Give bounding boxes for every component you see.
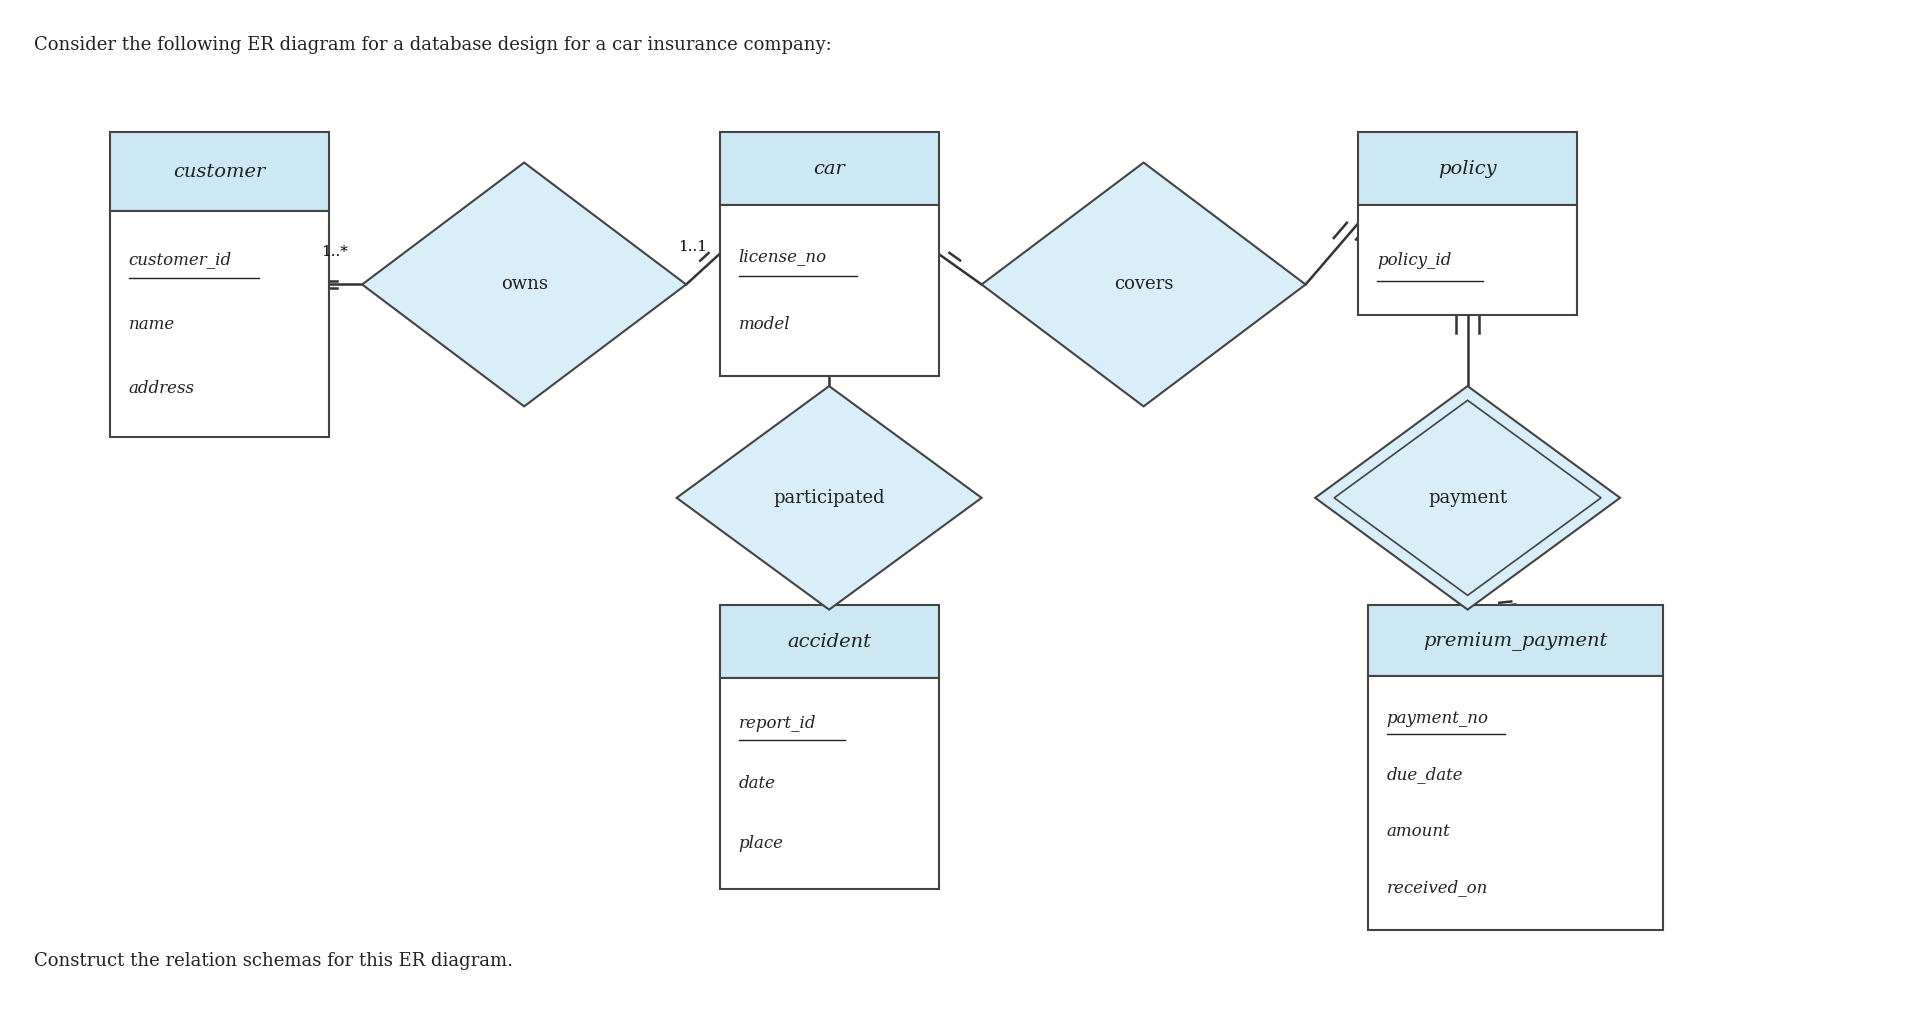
Bar (1356, 205, 1577, 315)
Bar (109, 211, 328, 437)
Bar (1366, 605, 1661, 676)
Bar (718, 132, 937, 205)
Text: participated: participated (773, 489, 884, 507)
Text: car: car (813, 160, 844, 178)
Text: address: address (130, 380, 194, 397)
Text: report_id: report_id (737, 715, 815, 733)
Text: covers: covers (1113, 275, 1173, 294)
Text: premium_payment: premium_payment (1423, 631, 1606, 650)
Text: due_date: due_date (1387, 766, 1463, 783)
Text: payment_no: payment_no (1387, 710, 1488, 726)
Text: amount: amount (1387, 823, 1450, 839)
Bar (718, 205, 937, 376)
Polygon shape (981, 163, 1305, 406)
Polygon shape (1314, 386, 1619, 610)
Text: accident: accident (787, 633, 871, 650)
Text: name: name (130, 316, 175, 332)
Text: date: date (737, 775, 775, 792)
Text: customer_id: customer_id (130, 251, 232, 268)
Text: Consider the following ER diagram for a database design for a car insurance comp: Consider the following ER diagram for a … (34, 36, 832, 54)
Text: 1..1: 1..1 (678, 240, 707, 254)
Text: owns: owns (501, 275, 547, 294)
Polygon shape (676, 386, 981, 610)
Text: payment: payment (1427, 489, 1507, 507)
Bar (718, 605, 937, 679)
Text: place: place (737, 835, 783, 852)
Text: Construct the relation schemas for this ER diagram.: Construct the relation schemas for this … (34, 952, 512, 970)
Text: license_no: license_no (737, 248, 827, 265)
Text: received_on: received_on (1387, 879, 1488, 896)
Text: 1..*: 1..* (322, 245, 349, 259)
Polygon shape (362, 163, 686, 406)
Text: model: model (737, 316, 791, 333)
Bar (1366, 676, 1661, 930)
Text: policy: policy (1438, 160, 1495, 178)
Text: policy_id: policy_id (1375, 252, 1452, 268)
Text: customer: customer (173, 163, 265, 181)
Bar (1356, 132, 1577, 205)
Bar (718, 679, 937, 889)
Bar (109, 132, 328, 211)
